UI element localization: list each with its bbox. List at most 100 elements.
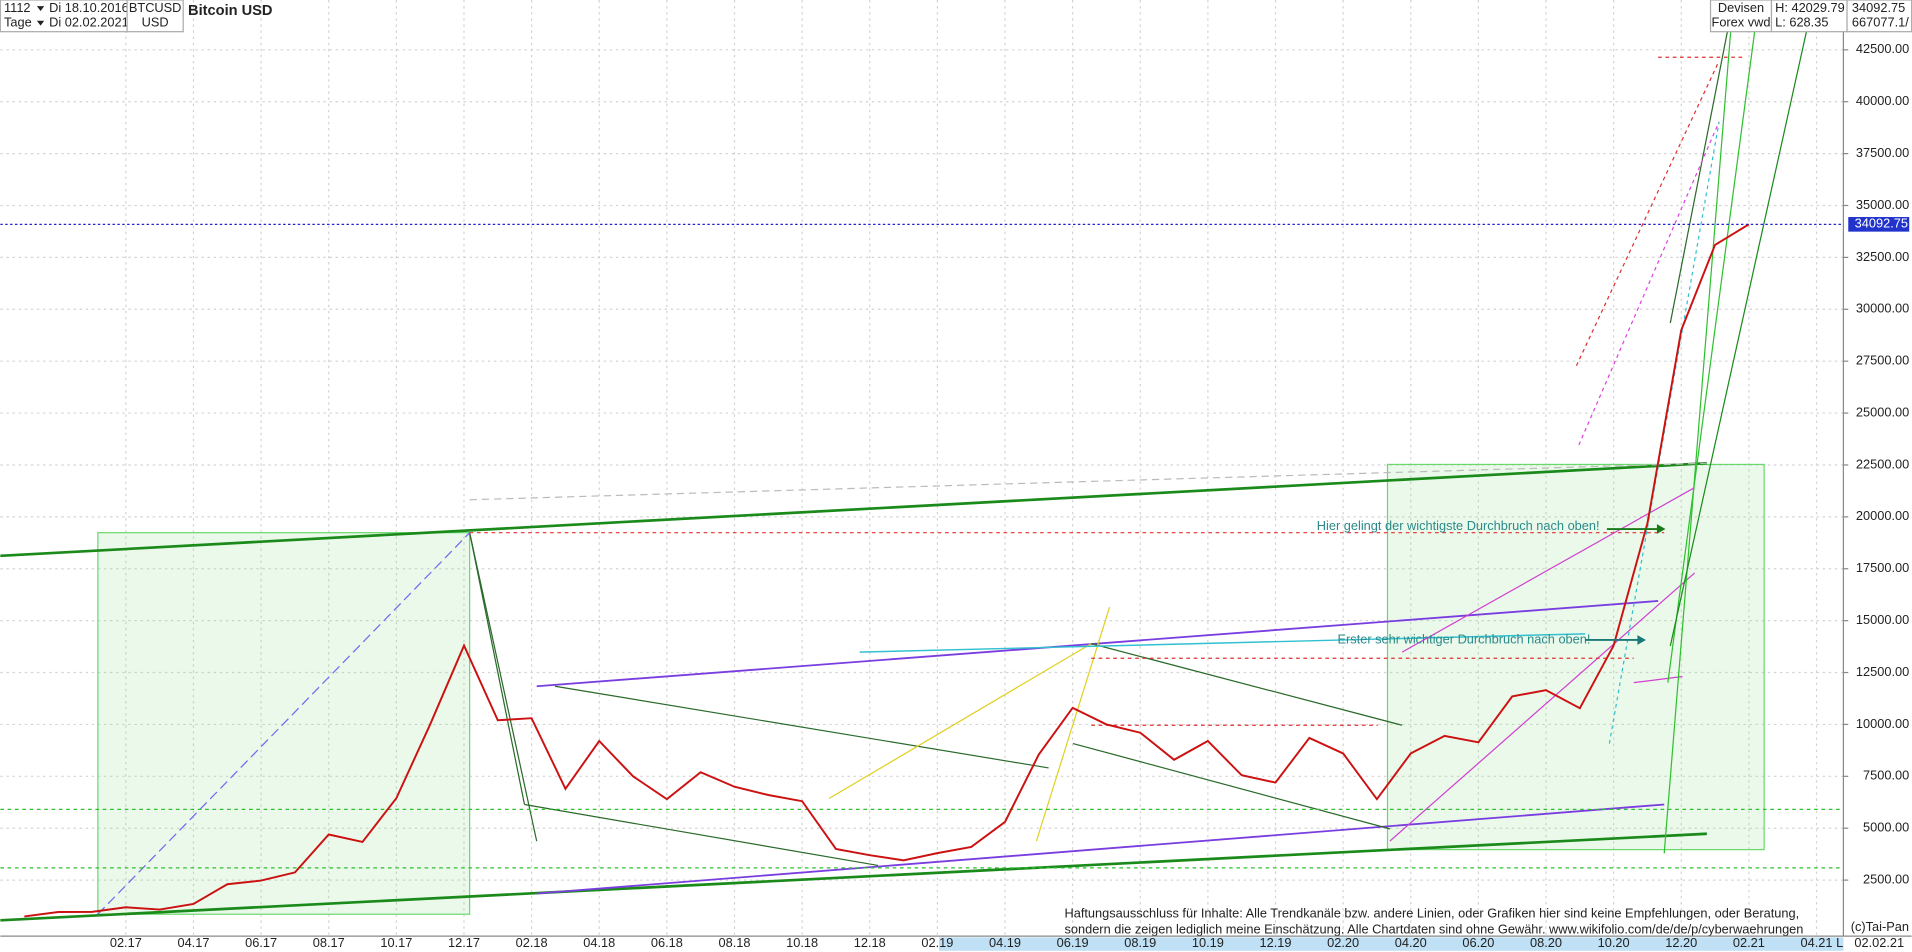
y-tick-label: 25000.00	[1856, 404, 1909, 419]
header-symbol: BTCUSD	[129, 0, 182, 15]
y-tick-label: 35000.00	[1856, 197, 1909, 212]
trend-line	[1575, 60, 1720, 366]
trend-line	[524, 803, 879, 867]
x-tick-label: 02.19	[921, 935, 953, 950]
header-market: Devisen	[1718, 0, 1764, 15]
trend-line	[1667, 24, 1757, 683]
trend-line	[536, 600, 1659, 688]
trend-line	[1669, 24, 1809, 647]
x-tick-label: 12.19	[1260, 935, 1292, 950]
price-line	[24, 223, 1750, 918]
annotation: Erster sehr wichtiger Durchbruch nach ob…	[1338, 631, 1591, 646]
x-tick-label: 06.17	[245, 935, 277, 950]
x-tick-label: 04.19	[989, 935, 1021, 950]
axes: 2500.00 5000.00 7500.00 10000.00 12500.00 150…	[110, 41, 1910, 950]
y-tick-label: 42500.00	[1856, 41, 1909, 56]
x-axis-highlight	[938, 937, 1844, 951]
trend-line	[469, 532, 538, 842]
x-tick-label: 02.18	[516, 935, 548, 950]
header-name: Bitcoin USD	[188, 3, 272, 19]
y-tick-label: 7500.00	[1863, 768, 1909, 783]
y-tick-label: 17500.00	[1856, 560, 1909, 575]
x-tick-label: 10.19	[1192, 935, 1224, 950]
trend-line	[1578, 121, 1720, 446]
header-currency: USD	[142, 15, 169, 30]
header-period: 1112	[4, 0, 31, 15]
trend-line	[1401, 487, 1695, 653]
x-tick-label: 08.19	[1124, 935, 1156, 950]
x-tick-label: 06.20	[1462, 935, 1494, 950]
trend-lines	[0, 24, 1844, 922]
disclaimer: sondern die zeigen lediglich meine Einsc…	[1064, 921, 1803, 936]
x-tick-label: 04.18	[583, 935, 615, 950]
header-box	[1846, 0, 1912, 33]
x-tick-label: 08.17	[313, 935, 345, 950]
y-tick-label: 22500.00	[1856, 456, 1909, 471]
annotation-arrow	[1637, 635, 1646, 645]
y-tick-label: 20000.00	[1856, 508, 1909, 523]
grid	[0, 0, 1844, 937]
header-high: H: 42029.79	[1775, 0, 1845, 15]
trend-line	[1669, 24, 1730, 324]
range-box	[1386, 463, 1765, 851]
header-volume: 667077.1/	[1852, 15, 1909, 30]
y-tick-label: 12500.00	[1856, 664, 1909, 679]
trend-line	[554, 685, 1049, 769]
x-tick-label: 02.20	[1327, 935, 1359, 950]
dropdown-icon[interactable]	[36, 6, 45, 11]
copyright: (c)Tai-Pan	[1851, 919, 1909, 934]
header-last: 34092.75	[1852, 0, 1905, 15]
x-tick-label: 08.18	[719, 935, 751, 950]
x-tick-label: 08.20	[1530, 935, 1562, 950]
header: 1112 Di 18.10.2016 Tage Di 02.02.2021 BT…	[0, 0, 1912, 33]
header-to: Di 02.02.2021	[49, 15, 129, 30]
x-tick-label: 04.17	[177, 935, 209, 950]
x-tick-label: 10.17	[380, 935, 412, 950]
disclaimer: Haftungsausschluss für Inhalte: Alle Tre…	[1064, 906, 1799, 921]
x-tick-label: 06.18	[651, 935, 683, 950]
header-unit: Tage	[4, 15, 32, 30]
y-axis-panel	[1843, 0, 1912, 952]
y-tick-label: 10000.00	[1856, 716, 1909, 731]
y-tick-label: 2500.00	[1863, 871, 1909, 886]
x-tick-label: 04.21	[1801, 935, 1833, 950]
trend-line	[1389, 572, 1696, 842]
y-tick-label: 32500.00	[1856, 249, 1909, 264]
dropdown-icon[interactable]	[36, 20, 45, 26]
footer-date: 02.02.21	[1854, 935, 1904, 950]
y-tick-label: 15000.00	[1856, 612, 1909, 627]
current-price-tag	[1848, 217, 1910, 232]
trend-line	[0, 832, 1707, 922]
x-tick-label: 02.21	[1733, 935, 1765, 950]
y-tick-label: 37500.00	[1856, 145, 1909, 160]
trend-line	[859, 633, 1585, 653]
footer-mode: L	[1836, 935, 1843, 950]
current-price-label: 34092.75	[1855, 216, 1908, 231]
y-tick-label: 40000.00	[1856, 93, 1909, 108]
trend-line	[469, 532, 526, 805]
y-tick-label: 5000.00	[1863, 820, 1909, 835]
trend-line	[828, 643, 1092, 799]
x-tick-label: 04.20	[1395, 935, 1427, 950]
annotation-arrow	[1656, 524, 1666, 534]
trend-line	[536, 803, 1665, 895]
x-tick-label: 12.20	[1665, 935, 1697, 950]
trend-line	[0, 461, 1707, 558]
plot	[0, 223, 1844, 918]
y-tick-label: 30000.00	[1856, 301, 1909, 316]
trend-line	[97, 532, 471, 915]
trend-line	[1072, 742, 1391, 830]
trend-line	[1663, 24, 1732, 854]
x-tick-label: 10.18	[786, 935, 818, 950]
header-box	[126, 0, 184, 33]
x-tick-label: 10.20	[1598, 935, 1630, 950]
trend-line	[1091, 643, 1403, 726]
header-box	[1709, 0, 1773, 33]
x-tick-label: 06.19	[1057, 935, 1089, 950]
header-low: L: 628.35	[1775, 15, 1828, 30]
x-tick-label: 12.17	[448, 935, 480, 950]
header-from: Di 18.10.2016	[49, 0, 129, 15]
